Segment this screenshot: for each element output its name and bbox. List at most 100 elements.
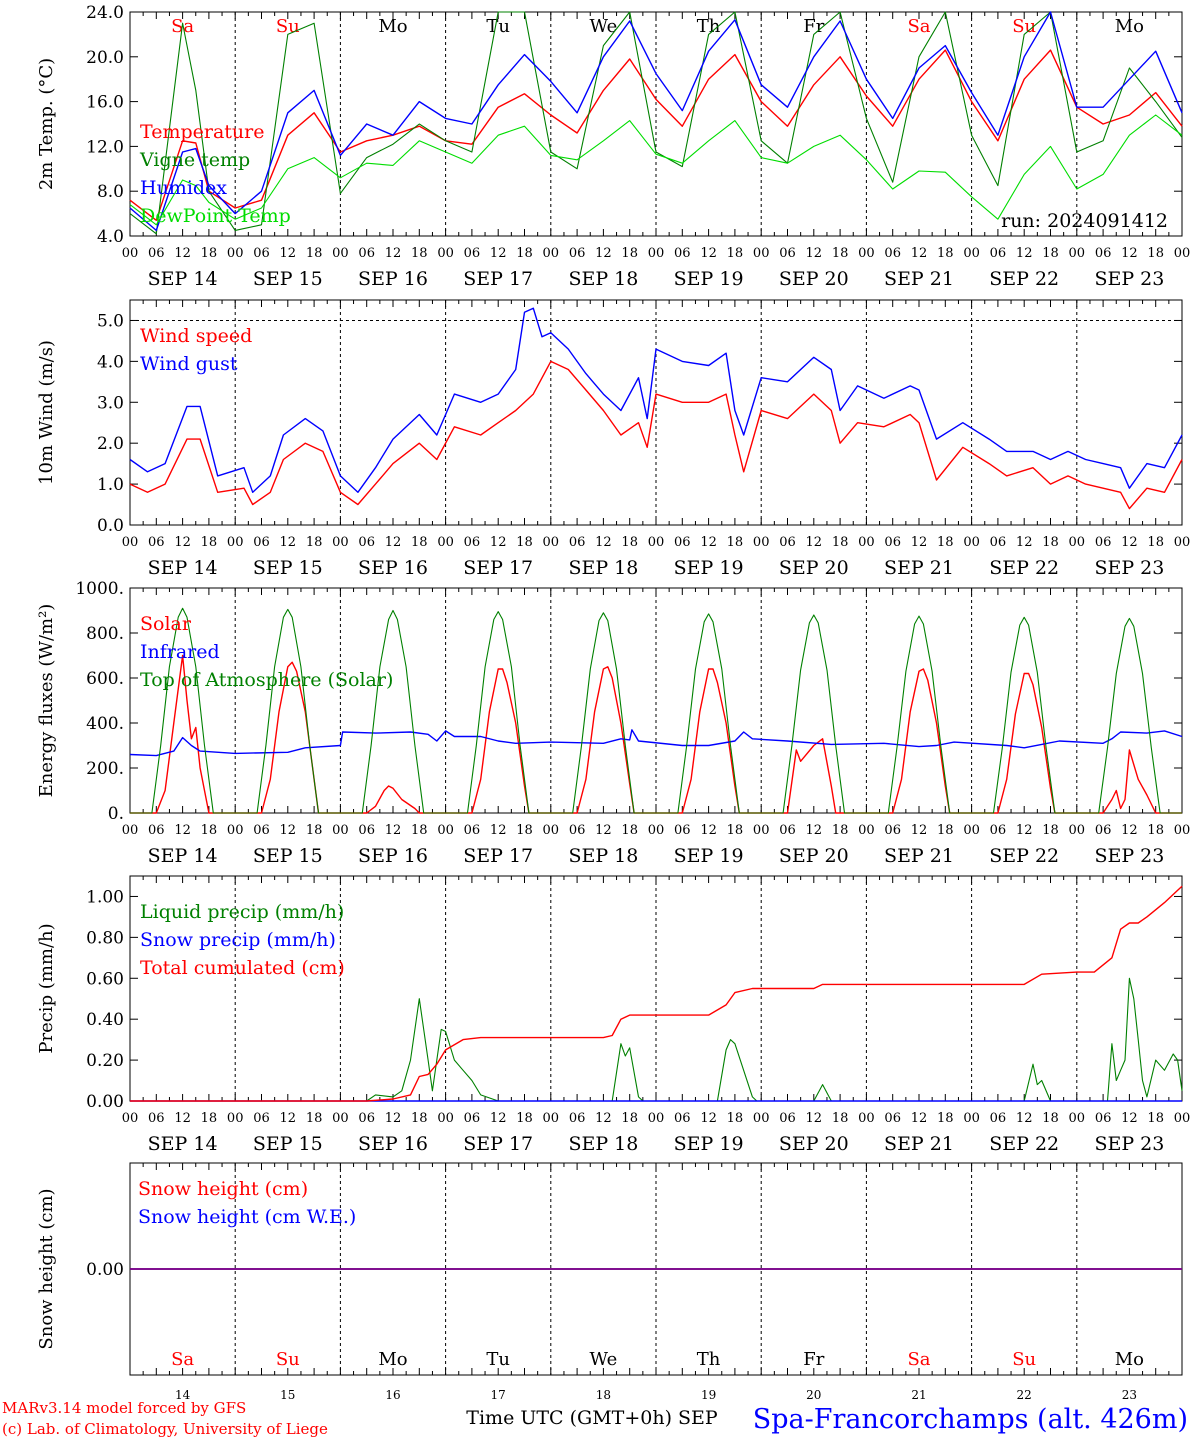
day-name-label: Su (1012, 16, 1036, 37)
legend-entry: Wind gust (140, 353, 238, 375)
y-axis-label: Snow height (cm) (36, 1188, 57, 1349)
hour-tick-label: 00 (543, 535, 560, 550)
y-tick-label: 0.0 (97, 516, 124, 536)
date-label: SEP 23 (1094, 845, 1164, 867)
day-name-label: Su (276, 1349, 300, 1370)
hour-tick-label: 00 (332, 535, 349, 550)
hour-tick-label: 18 (516, 1111, 533, 1126)
legend-entry: Vigne temp (139, 149, 250, 171)
day-name-label: Th (697, 16, 721, 37)
date-label: SEP 17 (463, 1133, 533, 1155)
date-label: SEP 17 (463, 557, 533, 579)
hour-tick-label: 12 (280, 1111, 297, 1126)
hour-tick-label: 00 (332, 246, 349, 261)
hour-tick-label: 06 (358, 823, 375, 838)
legend-entry: Snow height (cm W.E.) (138, 1206, 356, 1228)
hour-tick-label: 00 (753, 1111, 770, 1126)
day-name-label: We (590, 16, 618, 37)
legend-entry: DewPoint Temp (140, 205, 291, 227)
hour-tick-label: 00 (858, 535, 875, 550)
hour-tick-label: 18 (832, 535, 849, 550)
hour-tick-label: 12 (1121, 535, 1138, 550)
hour-tick-label: 00 (858, 1111, 875, 1126)
series-line-2 (129, 307, 1183, 493)
hour-tick-label: 12 (911, 535, 928, 550)
date-label: SEP 19 (674, 268, 744, 290)
hour-tick-label: 18 (516, 823, 533, 838)
y-axis-label: Energy fluxes (W/m²) (36, 604, 57, 798)
panel-1: 4.0 8.0 12.0 16.0 20.0 24.0 2m Temp. (°C) Sa Su M… (36, 3, 1190, 290)
day-number-label: 22 (1017, 1388, 1032, 1402)
day-name-label: Su (1012, 1349, 1036, 1370)
hour-tick-label: 12 (911, 1111, 928, 1126)
y-tick-label: 1000. (75, 579, 124, 599)
hour-tick-label: 06 (148, 246, 165, 261)
day-name-label: Tu (486, 1349, 510, 1370)
panel-frame (129, 11, 1183, 237)
date-label: SEP 16 (358, 845, 428, 867)
date-label: SEP 19 (674, 557, 744, 579)
hour-tick-label: 06 (253, 823, 270, 838)
hour-tick-label: 18 (201, 823, 218, 838)
hour-tick-label: 00 (1069, 823, 1086, 838)
hour-tick-label: 18 (411, 823, 428, 838)
hour-tick-label: 00 (963, 823, 980, 838)
hour-tick-label: 06 (990, 246, 1007, 261)
hour-tick-label: 18 (411, 246, 428, 261)
hour-tick-label: 12 (1121, 823, 1138, 838)
date-label: SEP 20 (779, 557, 849, 579)
hour-tick-label: 12 (700, 1111, 717, 1126)
hour-tick-label: 18 (201, 1111, 218, 1126)
series-line-3 (130, 607, 1182, 814)
day-name-label: Tu (486, 16, 510, 37)
x-axis-title: Time UTC (GMT+0h) SEP (466, 1407, 718, 1429)
hour-tick-label: 06 (464, 1111, 481, 1126)
hour-tick-label: 18 (306, 1111, 323, 1126)
hour-tick-label: 00 (122, 535, 139, 550)
hour-tick-label: 18 (727, 535, 744, 550)
date-label: SEP 18 (568, 845, 638, 867)
hour-tick-label: 18 (1042, 535, 1059, 550)
y-axis-label: 2m Temp. (°C) (36, 58, 57, 190)
hour-tick-label: 00 (648, 535, 665, 550)
day-number-label: 18 (596, 1388, 611, 1402)
series-line-1 (130, 977, 1183, 1102)
hour-tick-label: 06 (148, 535, 165, 550)
hour-tick-label: 12 (174, 823, 191, 838)
hour-tick-label: 00 (437, 1111, 454, 1126)
hour-tick-label: 12 (490, 246, 507, 261)
date-label: SEP 15 (253, 845, 323, 867)
hour-tick-label: 18 (306, 535, 323, 550)
legend-entry: Total cumulated (cm) (140, 957, 345, 979)
date-label: SEP 18 (568, 1133, 638, 1155)
legend-entry: Snow height (cm) (138, 1178, 308, 1200)
day-number-label: 14 (175, 1388, 191, 1402)
hour-tick-label: 00 (227, 246, 244, 261)
hour-tick-label: 06 (674, 1111, 691, 1126)
hour-tick-label: 00 (122, 246, 139, 261)
run-label: run: 2024091412 (1001, 210, 1168, 232)
y-tick-label: 800. (86, 624, 124, 644)
date-label: SEP 22 (989, 268, 1059, 290)
y-tick-label: 2.0 (97, 434, 124, 454)
hour-tick-label: 18 (937, 1111, 954, 1126)
legend-entry: Top of Atmosphere (Solar) (140, 669, 393, 691)
hour-tick-label: 00 (543, 823, 560, 838)
date-label: SEP 19 (674, 1133, 744, 1155)
hour-tick-label: 00 (1174, 535, 1191, 550)
hour-tick-label: 06 (1095, 535, 1112, 550)
date-label: SEP 14 (148, 557, 218, 579)
hour-tick-label: 12 (1121, 246, 1138, 261)
date-label: SEP 14 (148, 268, 218, 290)
hour-tick-label: 18 (937, 246, 954, 261)
hour-tick-label: 00 (543, 246, 560, 261)
y-tick-label: 4.0 (97, 352, 124, 372)
date-label: SEP 19 (674, 845, 744, 867)
hour-tick-label: 12 (385, 246, 402, 261)
date-label: SEP 20 (779, 1133, 849, 1155)
date-label: SEP 15 (253, 1133, 323, 1155)
legend-entry: Liquid precip (mm/h) (140, 901, 344, 923)
date-label: SEP 23 (1094, 1133, 1164, 1155)
hour-tick-label: 06 (674, 535, 691, 550)
hour-tick-label: 18 (1147, 823, 1164, 838)
